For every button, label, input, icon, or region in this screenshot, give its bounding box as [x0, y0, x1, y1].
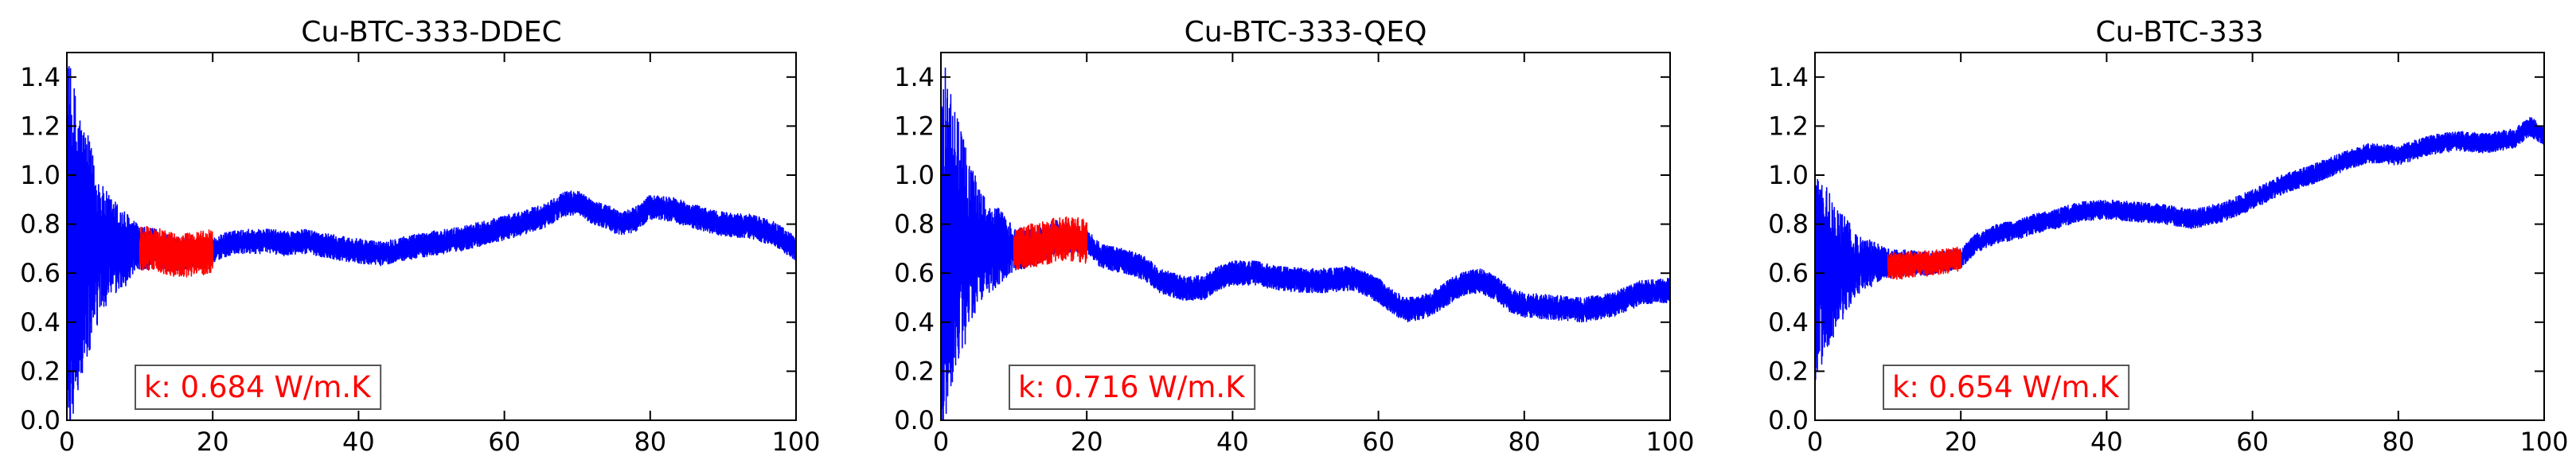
plot-area — [941, 67, 1670, 420]
chart-title: Cu-BTC-333-DDEC — [301, 16, 561, 49]
chart-title: Cu-BTC-333-QEQ — [1185, 16, 1427, 49]
thermal-conductivity-annotation: k: 0.654 W/m.K — [1892, 370, 2120, 404]
y-tick-label: 0.2 — [894, 356, 935, 386]
x-tick-label: 100 — [1645, 427, 1694, 457]
y-tick-label: 0.6 — [894, 258, 935, 288]
annotation-box — [135, 365, 382, 410]
x-tick-label: 0 — [933, 427, 949, 457]
subplot-qeq: Cu-BTC-333-QEQ 0 20 40 60 80 100 0.0 0.2 0.4 0.6 0… — [894, 16, 1694, 457]
x-tick-label: 100 — [2519, 427, 2568, 457]
x-tick-label: 20 — [1945, 427, 1977, 457]
y-tick-label: 0.0 — [20, 405, 60, 435]
y-tick-label: 1.2 — [1768, 111, 1809, 141]
x-tick-label: 80 — [634, 427, 666, 457]
y-tick-label: 1.0 — [20, 160, 60, 190]
fit-window-line — [1013, 216, 1087, 271]
y-tick-label: 0.8 — [20, 209, 60, 240]
y-tick-label: 1.2 — [894, 111, 935, 141]
annotation-box — [1009, 365, 1256, 410]
y-tick-label: 0.4 — [894, 307, 935, 337]
x-tick-label: 100 — [771, 427, 820, 457]
axes-frame — [66, 52, 797, 421]
thermal-conductivity-annotation: k: 0.684 W/m.K — [144, 370, 372, 404]
y-tick-label: 0.6 — [20, 258, 60, 288]
axes-frame — [1814, 52, 2545, 421]
x-tick-label: 60 — [1362, 427, 1395, 457]
y-tick-label: 0.8 — [894, 209, 935, 240]
plot-area — [1815, 116, 2544, 380]
fit-window-line — [1887, 246, 1961, 280]
y-tick-label: 0.0 — [894, 405, 935, 435]
y-tick-label: 1.4 — [1768, 62, 1809, 92]
plot-area — [67, 65, 796, 420]
subplot-base: Cu-BTC-333 0 20 40 60 80 100 0.0 0.2 0.4 0.6 0.8 1.… — [1768, 16, 2568, 457]
y-tick-label: 0.2 — [1768, 356, 1809, 386]
x-tick-label: 0 — [59, 427, 75, 457]
x-tick-label: 80 — [2382, 427, 2414, 457]
y-tick-label: 1.0 — [894, 160, 935, 190]
chart-title: Cu-BTC-333 — [2095, 16, 2263, 49]
y-tick-label: 1.4 — [894, 62, 935, 92]
x-tick-label: 80 — [1508, 427, 1540, 457]
y-tick-label: 1.0 — [1768, 160, 1809, 190]
y-tick-label: 1.2 — [20, 111, 60, 141]
axes-frame — [940, 52, 1671, 421]
x-tick-label: 60 — [488, 427, 521, 457]
y-tick-label: 0.4 — [20, 307, 60, 337]
y-tick-label: 0.6 — [1768, 258, 1809, 288]
x-tick-label: 0 — [1807, 427, 1823, 457]
y-tick-label: 1.4 — [20, 62, 60, 92]
annotation-box — [1883, 365, 2130, 410]
x-tick-label: 40 — [1216, 427, 1249, 457]
y-tick-label: 0.8 — [1768, 209, 1809, 240]
y-tick-label: 0.2 — [20, 356, 60, 386]
x-tick-label: 40 — [2090, 427, 2123, 457]
x-tick-label: 20 — [197, 427, 229, 457]
x-tick-label: 20 — [1071, 427, 1103, 457]
x-tick-label: 40 — [342, 427, 375, 457]
y-tick-label: 0.4 — [1768, 307, 1809, 337]
thermal-conductivity-annotation: k: 0.716 W/m.K — [1018, 370, 1246, 404]
y-tick-label: 0.0 — [1768, 405, 1809, 435]
x-tick-label: 60 — [2236, 427, 2269, 457]
fit-window-line — [139, 225, 213, 278]
subplot-ddec: Cu-BTC-333-DDEC 0 20 40 60 80 100 0.0 0.2 0.4 0.6… — [20, 16, 820, 457]
